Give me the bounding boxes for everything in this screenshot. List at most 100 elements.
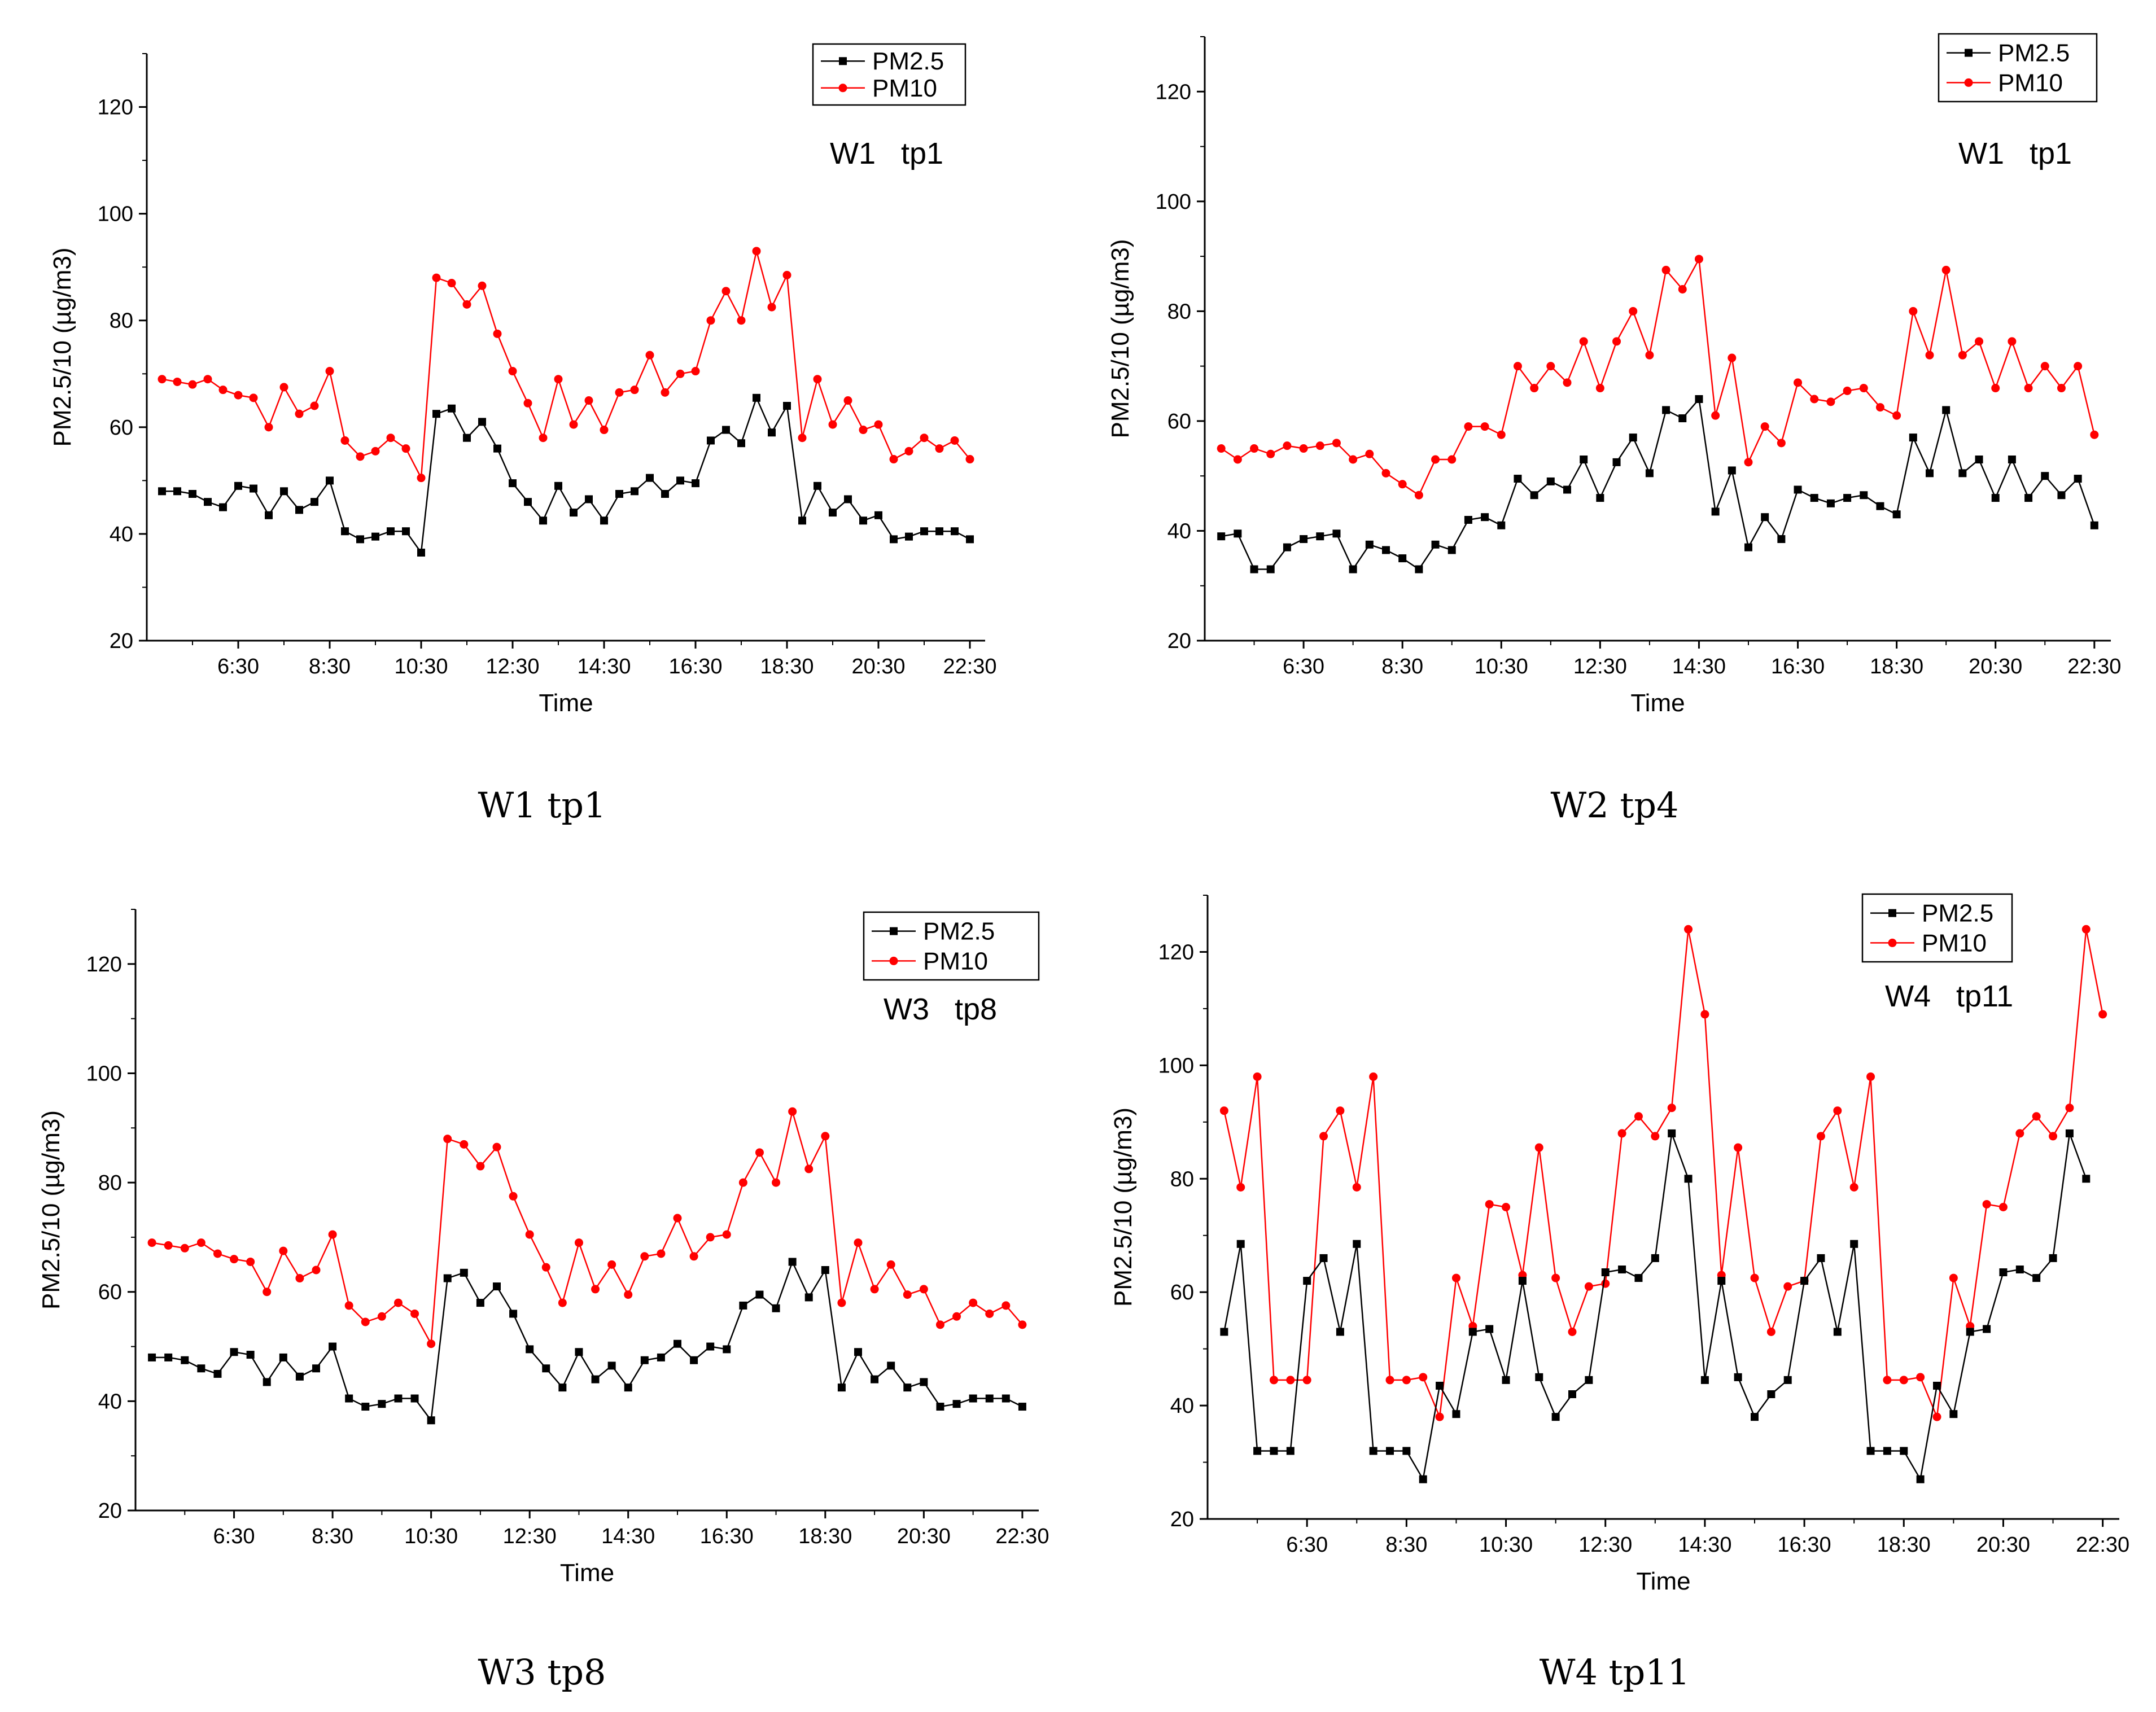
data-point-pm10 [1253, 1072, 1262, 1081]
data-point-pm25 [1999, 1268, 2008, 1277]
legend-box [812, 43, 967, 106]
x-tick-label: 18:30 [1877, 1533, 1931, 1557]
data-point-pm25 [859, 516, 867, 525]
data-point-pm10 [2008, 337, 2017, 346]
data-point-pm10 [1286, 1376, 1295, 1385]
y-tick-label: 80 [1170, 1167, 1194, 1191]
x-tick-label: 14:30 [577, 655, 631, 678]
data-point-pm10 [706, 316, 715, 325]
y-tick-label: 40 [1167, 519, 1191, 543]
data-point-pm10 [903, 1290, 912, 1299]
data-point-pm25 [1497, 521, 1506, 529]
data-point-pm25 [1601, 1268, 1610, 1277]
data-point-pm10 [985, 1309, 994, 1318]
x-tick-label: 12:30 [486, 655, 539, 678]
y-axis-title: PM2.5/10 (µg/m3) [49, 247, 76, 446]
data-point-pm25 [661, 490, 669, 498]
x-tick-label: 12:30 [1573, 655, 1627, 678]
data-point-pm10 [1283, 441, 1292, 450]
legend-label-pm10: PM10 [1922, 929, 1987, 957]
data-point-pm10 [1299, 444, 1308, 453]
data-point-pm25 [158, 487, 166, 496]
data-point-pm25 [230, 1348, 238, 1356]
x-tick-label: 8:30 [312, 1525, 353, 1548]
legend-label-pm25: PM2.5 [872, 47, 944, 75]
x-tick-label: 22:30 [2067, 655, 2121, 678]
data-point-pm25 [1817, 1254, 1825, 1262]
data-point-pm25 [1958, 469, 1967, 478]
data-point-pm10 [417, 474, 426, 483]
data-point-pm10 [952, 1312, 961, 1321]
x-tick-label: 10:30 [1475, 655, 1528, 678]
data-point-pm25 [1991, 494, 2000, 502]
data-point-pm25 [2065, 1129, 2074, 1137]
data-point-pm25 [1684, 1175, 1693, 1183]
data-point-pm25 [1316, 532, 1324, 541]
x-axis-title: Time [1636, 1567, 1690, 1595]
data-point-pm10 [1414, 491, 1423, 500]
data-point-pm25 [2049, 1254, 2057, 1262]
x-tick-label: 14:30 [1678, 1533, 1731, 1557]
data-point-pm10 [1319, 1132, 1328, 1141]
chart-w1-tp1-svg: 20 40 60 80 100 120 6:30 8:30 10:30 12:30 14:30 16:… [49, 43, 997, 717]
data-point-pm25 [2008, 456, 2016, 463]
data-point-pm10 [738, 1178, 747, 1187]
data-point-pm25 [539, 516, 547, 525]
data-point-pm25 [509, 1310, 518, 1318]
data-point-pm10 [1018, 1320, 1027, 1329]
series-line-pm10 [161, 251, 970, 481]
data-point-pm10 [427, 1339, 436, 1348]
data-point-pm10 [584, 396, 593, 405]
data-point-pm25 [920, 527, 928, 536]
data-point-pm10 [460, 1140, 469, 1149]
x-axis-title: Time [560, 1559, 614, 1587]
data-point-pm10 [558, 1298, 567, 1307]
data-point-pm10 [870, 1285, 879, 1294]
series-line-pm10 [151, 1109, 1023, 1346]
data-point-pm10 [676, 369, 685, 378]
data-point-pm10 [2057, 384, 2066, 393]
data-point-pm25 [985, 1394, 994, 1403]
x-tick-label: 20:30 [1969, 655, 2022, 678]
data-point-pm10 [554, 375, 563, 384]
data-point-pm10 [843, 396, 852, 405]
data-point-pm25 [1916, 1475, 1925, 1483]
data-point-pm10 [950, 436, 959, 445]
data-point-pm25 [1942, 406, 1951, 414]
data-point-pm10 [886, 1260, 895, 1269]
data-point-pm25 [772, 1304, 780, 1312]
data-point-pm25 [361, 1403, 370, 1411]
data-point-pm25 [312, 1364, 320, 1373]
data-point-pm25 [2090, 521, 2098, 529]
legend-marker-pm10 [889, 956, 898, 965]
data-point-pm10 [1826, 397, 1835, 406]
data-point-pm10 [1402, 1376, 1411, 1385]
data-point-pm25 [615, 490, 623, 498]
data-point-pm10 [689, 1252, 698, 1261]
data-point-pm10 [1866, 1072, 1875, 1081]
data-point-pm10 [904, 446, 913, 456]
chart-panel-w3-tp8: 20 40 60 80 100 120 6:30 8:30 10:30 12:30 14:30 16:… [0, 856, 1078, 1712]
x-tick-label: 12:30 [503, 1525, 557, 1548]
data-point-pm25 [1983, 1325, 1991, 1333]
data-point-pm25 [463, 434, 471, 442]
data-point-pm10 [218, 386, 228, 395]
data-point-pm25 [1402, 1447, 1411, 1455]
inset-label: W4 tp11 [1885, 979, 2013, 1013]
data-point-pm25 [1253, 1447, 1262, 1455]
data-point-pm10 [804, 1164, 814, 1174]
data-point-pm10 [1678, 284, 1687, 294]
y-axis-title: PM2.5/10 (µg/m3) [1109, 1107, 1137, 1307]
data-point-pm10 [2049, 1132, 2058, 1141]
data-point-pm10 [2074, 362, 2083, 371]
data-point-pm25 [1551, 1413, 1560, 1421]
data-point-pm25 [1580, 456, 1588, 463]
y-tick-label: 20 [1167, 629, 1191, 653]
data-point-pm10 [1513, 362, 1522, 371]
legend-label-pm25: PM2.5 [1922, 900, 1993, 927]
data-point-pm25 [1481, 513, 1489, 522]
data-point-pm25 [905, 532, 913, 541]
data-point-pm10 [344, 1301, 353, 1310]
x-tick-label: 8:30 [309, 655, 351, 678]
caption-w4-tp11: W4 tp11 [1539, 1652, 1690, 1693]
